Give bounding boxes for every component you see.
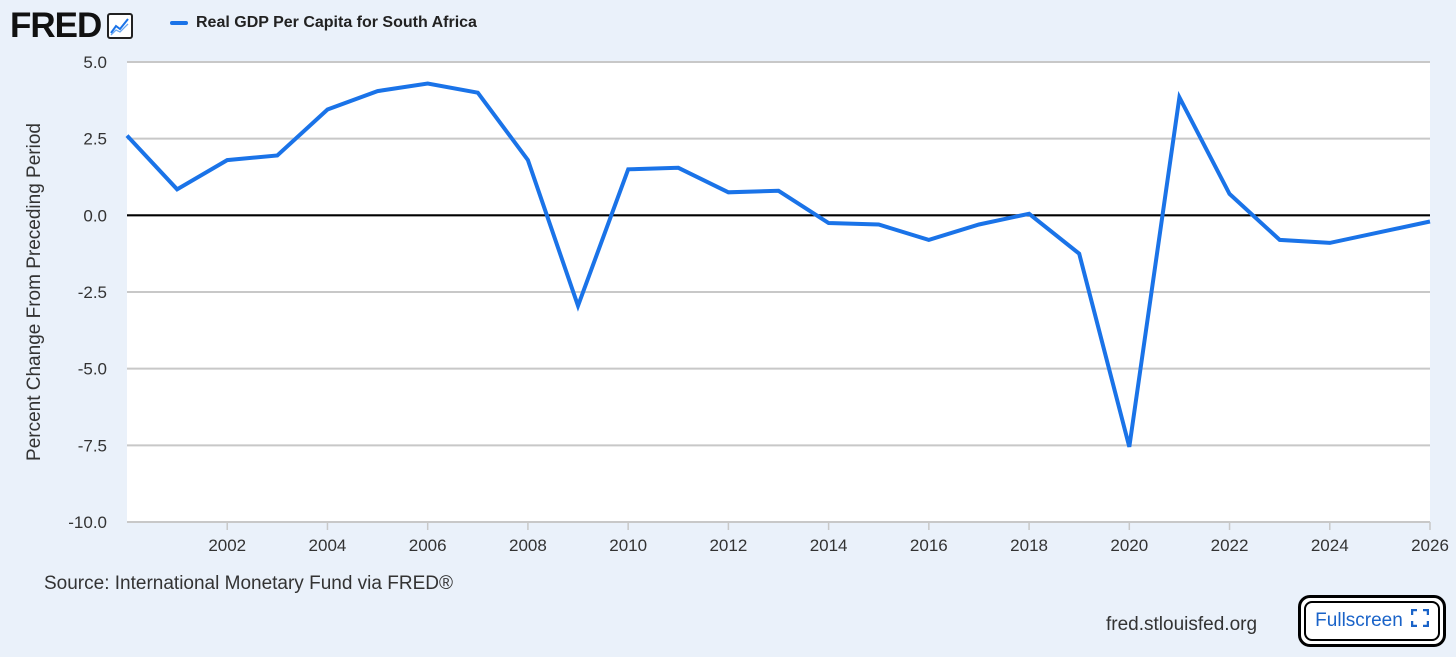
fullscreen-button[interactable]: Fullscreen — [1298, 595, 1446, 647]
data-point[interactable] — [1374, 226, 1386, 238]
data-point[interactable] — [171, 183, 183, 195]
legend-label: Real GDP Per Capita for South Africa — [196, 14, 477, 31]
fred-logo-text: FRED — [10, 6, 102, 45]
site-url[interactable]: fred.stlouisfed.org — [1106, 614, 1258, 635]
fullscreen-icon — [1410, 608, 1430, 633]
fullscreen-label: Fullscreen — [1315, 610, 1403, 631]
x-tick-label: 2024 — [1311, 536, 1349, 555]
data-point[interactable] — [973, 219, 985, 231]
x-tick-label: 2010 — [609, 536, 647, 555]
data-point[interactable] — [422, 77, 434, 89]
x-tick-label: 2014 — [810, 536, 848, 555]
x-tick-label: 2026 — [1411, 536, 1449, 555]
data-point[interactable] — [773, 185, 785, 197]
fullscreen-button-inner[interactable]: Fullscreen — [1304, 601, 1440, 641]
data-point[interactable] — [722, 186, 734, 198]
line-chart-icon — [107, 13, 134, 39]
data-point[interactable] — [221, 154, 233, 166]
data-point[interactable] — [321, 104, 333, 116]
x-tick-label: 2006 — [409, 536, 447, 555]
series-line[interactable] — [125, 81, 1431, 448]
y-tick-label: 5.0 — [83, 53, 107, 72]
y-tick-label: -5.0 — [78, 360, 107, 379]
data-point[interactable] — [372, 85, 384, 97]
data-point[interactable] — [1274, 234, 1286, 246]
chart: 5.0 2.5 0.0 -2.5 -5.0 -7.5 -10.0 2002 2004 2006 2… — [24, 53, 1449, 555]
data-point[interactable] — [1173, 91, 1185, 103]
data-point[interactable] — [572, 300, 584, 312]
data-point[interactable] — [672, 162, 684, 174]
x-tick-label: 2004 — [309, 536, 347, 555]
data-point[interactable] — [472, 87, 484, 99]
data-point[interactable] — [923, 234, 935, 246]
data-point[interactable] — [873, 219, 885, 231]
source-note: Source: International Monetary Fund via … — [44, 573, 453, 594]
x-tick-label: 2002 — [208, 536, 246, 555]
data-point[interactable] — [522, 154, 534, 166]
data-point[interactable] — [823, 217, 835, 229]
data-point[interactable] — [271, 150, 283, 162]
y-tick-label: -10.0 — [68, 513, 107, 532]
x-tick-label: 2016 — [910, 536, 948, 555]
y-tick-label: 2.5 — [83, 130, 107, 149]
data-point[interactable] — [121, 130, 133, 142]
data-point[interactable] — [1324, 237, 1336, 249]
x-tick-label: 2020 — [1110, 536, 1148, 555]
legend-swatch — [170, 21, 188, 25]
x-tick-label: 2008 — [509, 536, 547, 555]
y-tick-label: -7.5 — [78, 436, 107, 455]
data-point[interactable] — [1073, 248, 1085, 260]
y-tick-label: 0.0 — [83, 206, 107, 225]
y-tick-label: -2.5 — [78, 283, 107, 302]
chart-legend: Real GDP Per Capita for South Africa — [170, 14, 477, 32]
data-point[interactable] — [1424, 215, 1436, 227]
y-axis-label: Percent Change From Preceding Period — [24, 123, 45, 461]
data-point[interactable] — [1023, 208, 1035, 220]
data-point[interactable] — [622, 163, 634, 175]
data-point[interactable] — [1224, 188, 1236, 200]
data-point[interactable] — [1123, 441, 1135, 453]
fred-logo[interactable]: FRED — [10, 6, 134, 46]
x-tick-label: 2012 — [709, 536, 747, 555]
x-tick-label: 2018 — [1010, 536, 1048, 555]
x-tick-label: 2022 — [1211, 536, 1249, 555]
